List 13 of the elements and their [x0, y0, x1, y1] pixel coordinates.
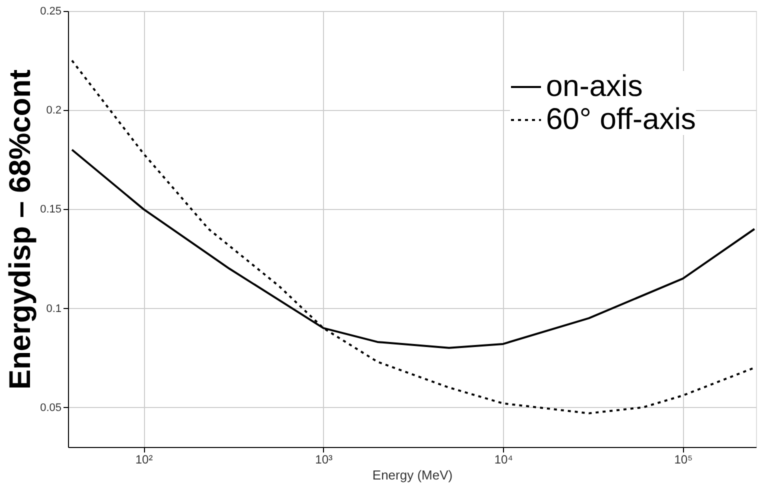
y-tick-label: 0.15 [40, 204, 62, 216]
legend-label: 60° off-axis [546, 103, 696, 136]
x-axis-title: Energy (MeV) [372, 468, 453, 482]
y-tick-label: 0.05 [40, 402, 62, 414]
x-tick-label: 10⁴ [494, 452, 513, 466]
y-tick-label: 0.1 [46, 302, 62, 315]
x-tick-label: 10³ [315, 452, 333, 466]
y-tick-label: 0.25 [40, 6, 62, 18]
legend-label: on-axis [546, 70, 643, 103]
x-tick-label: 10⁵ [674, 452, 693, 466]
x-tick-label: 10² [135, 452, 153, 466]
y-axis-title: Energydisp – 68%cont [4, 69, 38, 390]
y-tick-label: 0.2 [46, 104, 62, 117]
